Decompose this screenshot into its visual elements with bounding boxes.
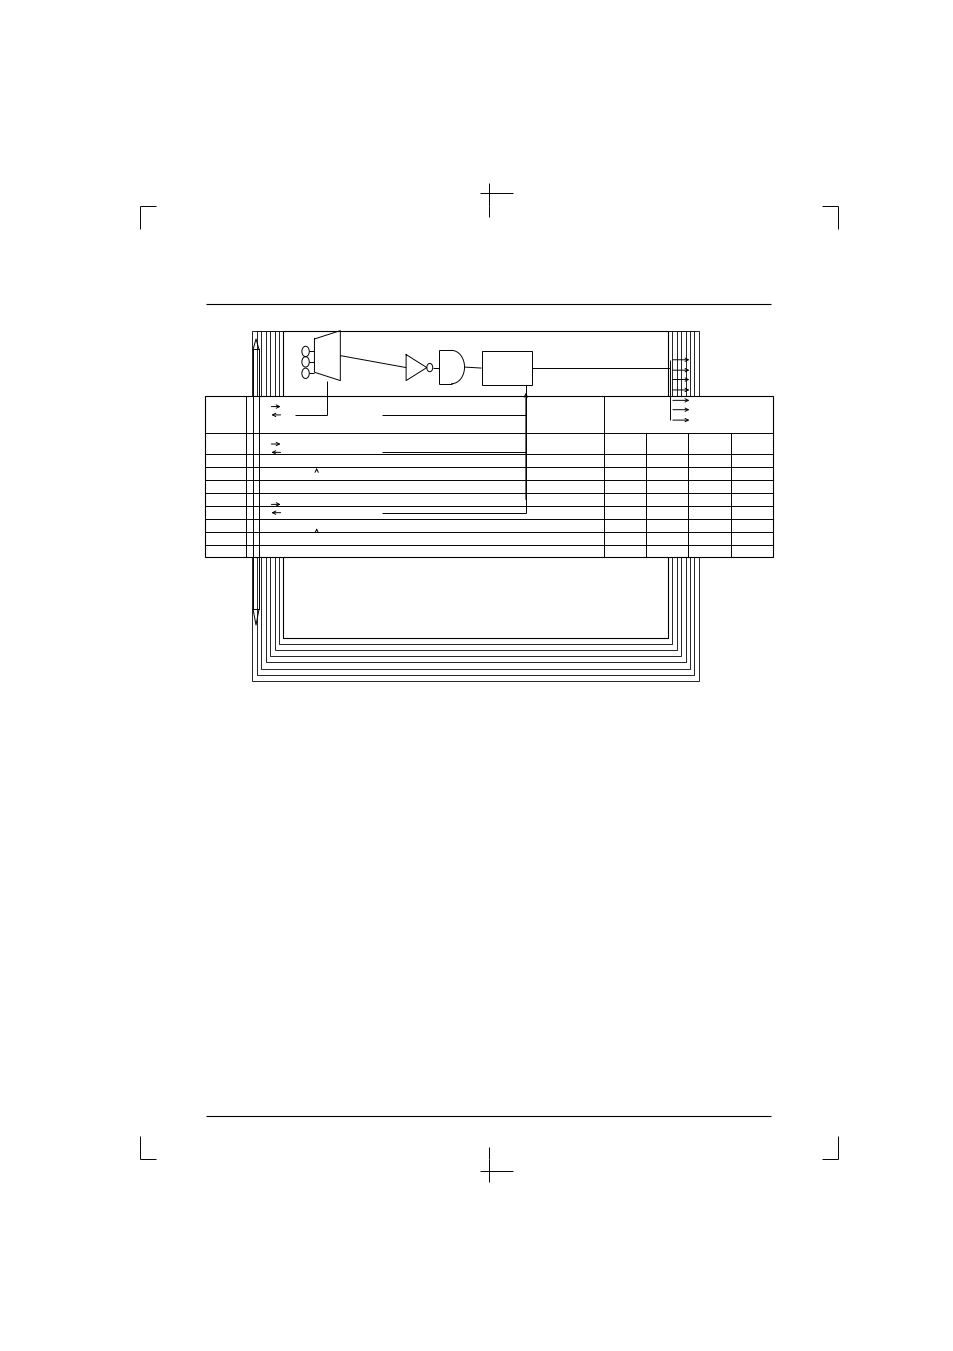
Bar bbox=[294, 400, 382, 431]
Bar bbox=[481, 351, 531, 385]
Bar bbox=[261, 331, 689, 669]
Bar bbox=[256, 331, 694, 676]
Bar bbox=[270, 331, 680, 657]
Bar bbox=[252, 331, 699, 681]
Bar bbox=[294, 470, 337, 489]
Bar bbox=[283, 331, 667, 638]
Bar bbox=[294, 531, 337, 549]
Bar bbox=[294, 497, 382, 528]
Bar bbox=[274, 331, 676, 650]
Bar bbox=[278, 331, 672, 644]
Bar bbox=[294, 436, 382, 467]
Bar bbox=[205, 396, 772, 558]
Bar bbox=[283, 331, 667, 638]
Bar bbox=[265, 331, 685, 662]
